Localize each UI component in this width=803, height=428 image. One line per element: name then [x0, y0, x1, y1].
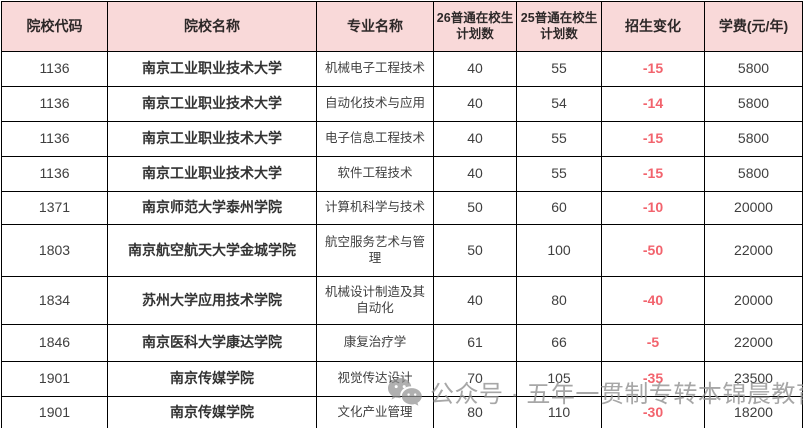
header-row: 院校代码 院校名称 专业名称 26普通在校生计划数 25普通在校生计划数 招生变… [1, 1, 803, 52]
cell-college-code: 1136 [1, 121, 108, 157]
cell-enrollment-change: -30 [601, 396, 705, 428]
cell-major-name: 机械电子工程技术 [316, 51, 434, 87]
cell-plan-25: 55 [516, 51, 602, 87]
cell-tuition: 22000 [704, 324, 803, 362]
cell-college-name: 南京工业职业技术大学 [107, 86, 317, 122]
cell-tuition: 20000 [704, 191, 803, 225]
cell-enrollment-change: -10 [601, 191, 705, 225]
cell-tuition: 22000 [704, 224, 803, 277]
cell-tuition: 5800 [704, 86, 803, 122]
cell-major-name: 文化产业管理 [316, 396, 434, 428]
cell-college-name: 南京传媒学院 [107, 361, 317, 397]
cell-major-name: 自动化技术与应用 [316, 86, 434, 122]
cell-tuition: 18200 [704, 396, 803, 428]
cell-enrollment-change: -15 [601, 121, 705, 157]
cell-college-code: 1834 [1, 276, 108, 325]
cell-plan-25: 55 [516, 121, 602, 157]
cell-college-code: 1136 [1, 86, 108, 122]
cell-plan-25: 110 [516, 396, 602, 428]
cell-college-name: 南京师范大学泰州学院 [107, 191, 317, 225]
cell-college-name: 南京传媒学院 [107, 396, 317, 428]
cell-plan-25: 100 [516, 224, 602, 277]
table-row: 1901 南京传媒学院 视觉传达设计 70 105 -35 23500 [1, 361, 803, 397]
cell-college-name: 南京工业职业技术大学 [107, 156, 317, 192]
cell-plan-26: 40 [433, 156, 517, 192]
cell-plan-26: 80 [433, 396, 517, 428]
cell-plan-25: 80 [516, 276, 602, 325]
cell-college-code: 1136 [1, 51, 108, 87]
cell-enrollment-change: -40 [601, 276, 705, 325]
table-row: 1846 南京医科大学康达学院 康复治疗学 61 66 -5 22000 [1, 324, 803, 362]
cell-major-name: 航空服务艺术与管理 [316, 224, 434, 277]
cell-enrollment-change: -50 [601, 224, 705, 277]
col-header-enrollment-change: 招生变化 [601, 1, 705, 52]
cell-plan-25: 55 [516, 156, 602, 192]
col-header-plan-26: 26普通在校生计划数 [433, 1, 517, 52]
cell-college-code: 1371 [1, 191, 108, 225]
cell-major-name: 机械设计制造及其自动化 [316, 276, 434, 325]
cell-college-code: 1803 [1, 224, 108, 277]
cell-plan-25: 66 [516, 324, 602, 362]
cell-plan-26: 70 [433, 361, 517, 397]
cell-enrollment-change: -35 [601, 361, 705, 397]
cell-tuition: 5800 [704, 156, 803, 192]
table-row: 1803 南京航空航天大学金城学院 航空服务艺术与管理 50 100 -50 2… [1, 224, 803, 277]
table-row: 1136 南京工业职业技术大学 自动化技术与应用 40 54 -14 5800 [1, 86, 803, 122]
cell-major-name: 电子信息工程技术 [316, 121, 434, 157]
cell-major-name: 计算机科学与技术 [316, 191, 434, 225]
cell-college-name: 南京工业职业技术大学 [107, 51, 317, 87]
table-header: 院校代码 院校名称 专业名称 26普通在校生计划数 25普通在校生计划数 招生变… [1, 1, 803, 52]
table-row: 1136 南京工业职业技术大学 软件工程技术 40 55 -15 5800 [1, 156, 803, 192]
col-header-major-name: 专业名称 [316, 1, 434, 52]
col-header-plan-25: 25普通在校生计划数 [516, 1, 602, 52]
table-row: 1834 苏州大学应用技术学院 机械设计制造及其自动化 40 80 -40 20… [1, 276, 803, 325]
cell-college-code: 1846 [1, 324, 108, 362]
col-header-college-code: 院校代码 [1, 1, 108, 52]
cell-tuition: 23500 [704, 361, 803, 397]
cell-college-name: 南京工业职业技术大学 [107, 121, 317, 157]
cell-enrollment-change: -15 [601, 51, 705, 87]
cell-plan-26: 40 [433, 121, 517, 157]
cell-tuition: 5800 [704, 121, 803, 157]
table-row: 1371 南京师范大学泰州学院 计算机科学与技术 50 60 -10 20000 [1, 191, 803, 225]
cell-plan-26: 40 [433, 86, 517, 122]
table-body: 1136 南京工业职业技术大学 机械电子工程技术 40 55 -15 5800 … [1, 51, 803, 428]
cell-enrollment-change: -14 [601, 86, 705, 122]
cell-college-name: 南京医科大学康达学院 [107, 324, 317, 362]
cell-major-name: 视觉传达设计 [316, 361, 434, 397]
cell-plan-26: 50 [433, 191, 517, 225]
cell-college-name: 南京航空航天大学金城学院 [107, 224, 317, 277]
cell-plan-26: 61 [433, 324, 517, 362]
cell-enrollment-change: -5 [601, 324, 705, 362]
cell-plan-25: 60 [516, 191, 602, 225]
col-header-college-name: 院校名称 [107, 1, 317, 52]
table-row: 1136 南京工业职业技术大学 电子信息工程技术 40 55 -15 5800 [1, 121, 803, 157]
cell-tuition: 5800 [704, 51, 803, 87]
cell-college-code: 1901 [1, 396, 108, 428]
cell-plan-26: 50 [433, 224, 517, 277]
cell-major-name: 软件工程技术 [316, 156, 434, 192]
col-header-tuition: 学费(元/年) [704, 1, 803, 52]
cell-plan-26: 40 [433, 51, 517, 87]
cell-major-name: 康复治疗学 [316, 324, 434, 362]
cell-tuition: 20000 [704, 276, 803, 325]
cell-college-name: 苏州大学应用技术学院 [107, 276, 317, 325]
table-row: 1901 南京传媒学院 文化产业管理 80 110 -30 18200 [1, 396, 803, 428]
cell-plan-25: 105 [516, 361, 602, 397]
cell-plan-26: 40 [433, 276, 517, 325]
cell-enrollment-change: -15 [601, 156, 705, 192]
cell-college-code: 1136 [1, 156, 108, 192]
cell-college-code: 1901 [1, 361, 108, 397]
table-row: 1136 南京工业职业技术大学 机械电子工程技术 40 55 -15 5800 [1, 51, 803, 87]
cell-plan-25: 54 [516, 86, 602, 122]
